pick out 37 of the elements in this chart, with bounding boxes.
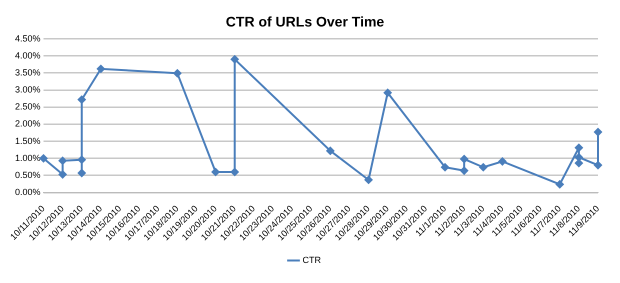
chart-title: CTR of URLs Over Time [226, 13, 384, 30]
point [441, 163, 450, 172]
y-tick-label: 4.00% [14, 50, 41, 60]
y-tick-label: 2.50% [14, 102, 41, 112]
point [556, 180, 564, 188]
point [230, 55, 239, 64]
point [58, 170, 67, 178]
point [173, 69, 182, 78]
y-tick-label: 0.00% [14, 186, 41, 197]
point [574, 159, 583, 168]
y-tick-label: 1.00% [14, 152, 41, 163]
point [212, 168, 220, 176]
point [96, 64, 105, 73]
y-tick-label: 3.50% [14, 67, 41, 78]
point [78, 169, 86, 178]
point [230, 168, 239, 176]
point [574, 153, 583, 162]
point [460, 155, 468, 164]
y-tick-label: 1.50% [14, 136, 41, 146]
point [594, 161, 602, 170]
point [326, 146, 334, 155]
point [594, 128, 602, 136]
point [40, 154, 48, 162]
y-tick-label: 2.00% [14, 118, 41, 129]
point [58, 156, 67, 165]
point [78, 96, 86, 104]
y-tick-label: 4.50% [14, 33, 41, 44]
y-tick-label: 3.00% [14, 84, 41, 95]
legend-label: CTR [302, 254, 322, 265]
point [384, 88, 392, 97]
point [498, 157, 506, 166]
point [364, 176, 373, 184]
point [479, 163, 488, 172]
point [574, 144, 583, 152]
point [78, 156, 86, 164]
point [460, 166, 468, 175]
y-tick-label: 0.50% [14, 170, 41, 180]
